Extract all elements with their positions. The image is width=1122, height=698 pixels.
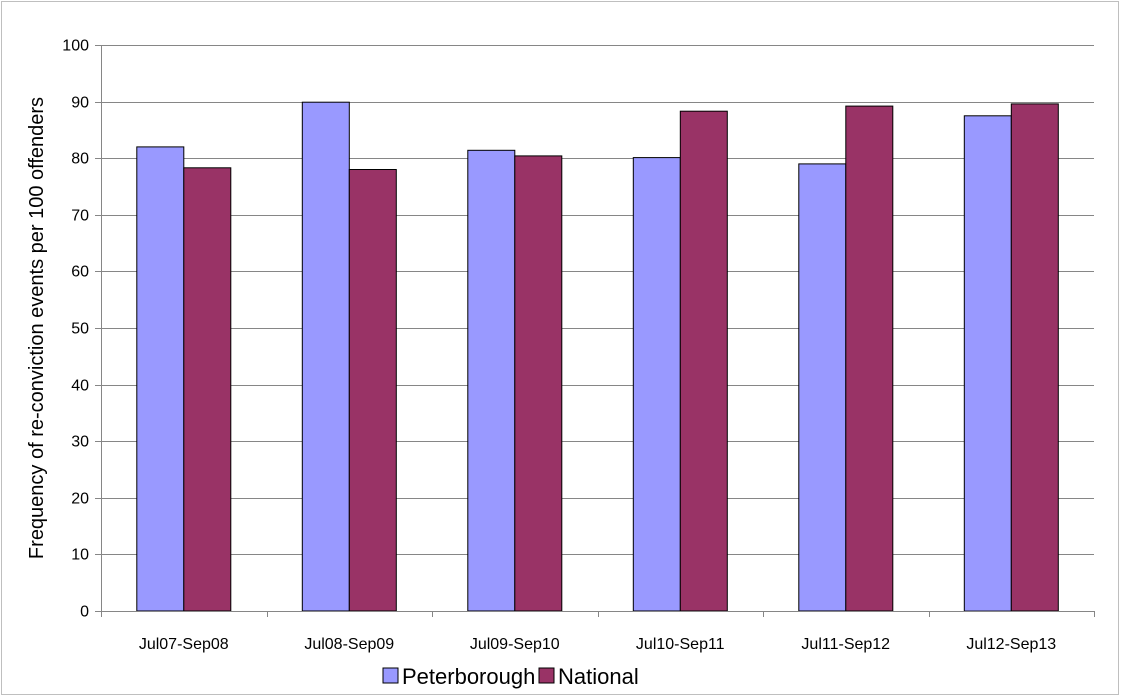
gridlines [101, 45, 1094, 555]
y-tick-label: 60 [71, 264, 89, 281]
bar-peterborough-5 [798, 163, 847, 612]
y-tick-label: 10 [71, 547, 89, 564]
bar-peterborough-6 [963, 115, 1012, 612]
x-tick-label: Jul08-Sep09 [304, 636, 394, 653]
x-tick-label: Jul10-Sep11 [636, 636, 725, 653]
y-tick-label: 50 [71, 321, 89, 338]
y-tick-label: 70 [71, 208, 89, 225]
bar-peterborough-3 [467, 149, 516, 612]
legend-swatch-national [538, 667, 555, 684]
x-tick-label: Jul09-Sep10 [470, 636, 560, 653]
bars [136, 101, 1059, 612]
y-tick-label: 90 [71, 95, 89, 112]
x-tick-label: Jul12-Sep13 [966, 636, 1056, 653]
bar-national-3 [514, 155, 563, 612]
bar-peterborough-2 [301, 101, 350, 612]
bar-national-1 [183, 167, 232, 612]
y-axis-label: Frequency of re-conviction events per 10… [26, 97, 48, 559]
y-axis-ticks: 0 10 20 30 40 50 60 70 80 90 100 [62, 38, 101, 621]
y-tick-label: 40 [71, 378, 89, 395]
legend-label-national: National [558, 664, 639, 689]
legend-swatch-peterborough [382, 667, 399, 684]
y-tick-label: 20 [71, 491, 89, 508]
bar-peterborough-4 [632, 157, 681, 612]
bar-national-4 [679, 110, 728, 612]
x-tick-label: Jul11-Sep12 [801, 636, 890, 653]
bar-national-2 [348, 169, 397, 612]
y-tick-label: 30 [71, 434, 89, 451]
bar-national-5 [845, 105, 894, 612]
axes [101, 45, 1094, 612]
x-axis-ticks: Jul07-Sep08 Jul08-Sep09 Jul09-Sep10 Jul10-S… [101, 611, 1095, 653]
legend-label-peterborough: Peterborough [402, 664, 535, 689]
legend: Peterborough National [382, 664, 639, 689]
bar-peterborough-1 [136, 146, 185, 612]
y-tick-label: 100 [62, 38, 89, 55]
bar-national-6 [1010, 103, 1059, 612]
x-tick-label: Jul07-Sep08 [139, 636, 229, 653]
y-tick-label: 80 [71, 151, 89, 168]
y-tick-label: 0 [80, 604, 89, 621]
